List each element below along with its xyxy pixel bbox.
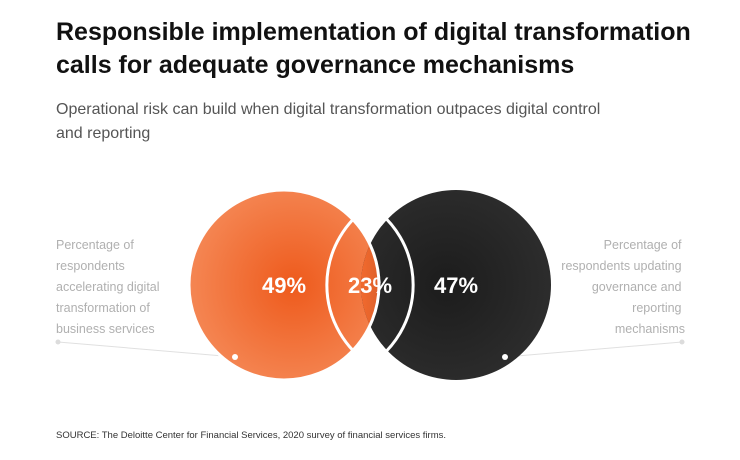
right-set-label-line: governance and — [592, 280, 682, 294]
left-set-label-line: business services — [56, 322, 155, 336]
left-leader-line — [57, 341, 236, 358]
left-circle-outline — [187, 188, 381, 382]
left-set-label-line: Percentage of — [56, 238, 134, 252]
right-circle — [361, 190, 551, 380]
source-note: SOURCE: The Deloitte Center for Financia… — [56, 430, 447, 441]
left-set-label-line: accelerating digital — [56, 280, 160, 294]
right-leader-line — [504, 341, 683, 358]
right-set-label-line: reporting — [632, 301, 681, 315]
chart-subtitle: Operational risk can build when digital … — [56, 101, 601, 142]
left-leader-end-dot — [55, 339, 61, 345]
left-value-label: 49% — [262, 273, 306, 298]
right-leader-end-dot — [679, 339, 685, 345]
chart-title: Responsible implementation of digital tr… — [56, 18, 691, 79]
intersection-outline — [325, 203, 415, 367]
left-set-label-line: transformation of — [56, 301, 150, 315]
right-set-label-line: Percentage of — [604, 238, 682, 252]
intersection-value-label: 23% — [348, 273, 392, 298]
right-circle-dot — [502, 354, 508, 360]
right-value-label: 47% — [434, 273, 478, 298]
right-set-label: Percentage of respondents updating gover… — [561, 238, 685, 336]
right-set-label-line: respondents updating — [561, 259, 681, 273]
venn-diagram: 49% 23% 47% Percentage of respondents ac… — [55, 188, 685, 382]
left-circle-dot — [232, 354, 238, 360]
right-set-label-line: mechanisms — [615, 322, 685, 336]
left-set-label-line: respondents — [56, 259, 125, 273]
left-circle — [189, 190, 379, 380]
left-set-label: Percentage of respondents accelerating d… — [56, 238, 163, 336]
